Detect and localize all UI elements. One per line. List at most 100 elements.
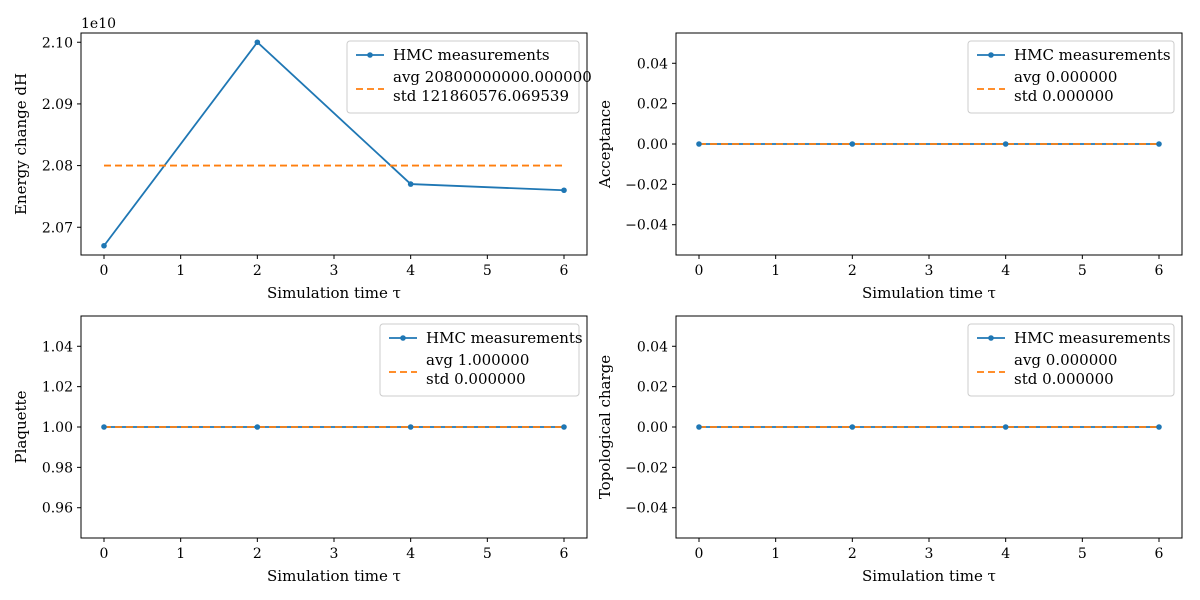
data-point — [407, 181, 414, 187]
x-tick-label: 2 — [253, 546, 262, 562]
data-point — [561, 424, 567, 430]
legend-marker — [400, 335, 406, 341]
x-tick-label: 4 — [1001, 546, 1010, 562]
data-point — [407, 424, 414, 430]
x-tick-label: 0 — [100, 263, 109, 279]
y-tick-label: 0.04 — [637, 339, 668, 355]
x-tick-label: 4 — [406, 263, 415, 279]
legend-label-hmc-measurements: HMC measurements — [1014, 46, 1171, 64]
x-tick-label: 5 — [1078, 263, 1087, 279]
x-tick-label: 3 — [925, 546, 934, 562]
x-tick-label: 2 — [848, 263, 857, 279]
x-tick-label: 1 — [771, 546, 780, 562]
legend-label-hmc-measurements: HMC measurements — [426, 329, 583, 347]
x-tick-label: 3 — [330, 546, 339, 562]
y-tick-label: 2.10 — [42, 35, 73, 51]
y-axis-label: Plaquette — [12, 390, 30, 463]
x-tick-label: 2 — [848, 546, 857, 562]
x-axis-label: Simulation time τ — [862, 284, 996, 302]
data-point — [849, 141, 856, 147]
x-tick-label: 3 — [330, 263, 339, 279]
legend-label-average: avg 1.000000 — [426, 351, 529, 369]
legend-label-hmc-measurements: HMC measurements — [1014, 329, 1171, 347]
data-point — [101, 424, 107, 430]
data-point — [696, 424, 702, 430]
legend-marker — [988, 52, 994, 58]
legend-label-std: std 0.000000 — [1014, 87, 1114, 105]
y-axis-label: Acceptance — [596, 100, 614, 189]
x-tick-label: 0 — [695, 546, 704, 562]
data-point — [1156, 424, 1162, 430]
y-tick-label: 0.98 — [42, 460, 73, 476]
legend-label-hmc-measurements: HMC measurements — [393, 46, 550, 64]
y-tick-label: 1.00 — [42, 420, 73, 436]
data-point — [1002, 141, 1009, 147]
x-tick-label: 0 — [695, 263, 704, 279]
legend-box — [967, 40, 1175, 114]
chart-panel-topological-charge: 0 1 2 3 4 5 6 −0.04 −0.02 0.00 0.02 0.04 Simulation … — [596, 315, 1183, 585]
x-tick-label: 4 — [406, 546, 415, 562]
x-tick-label: 1 — [176, 263, 185, 279]
y-tick-label: 2.08 — [42, 159, 73, 175]
series-line-hmc-measurements — [103, 40, 565, 247]
x-tick-label: 5 — [1078, 546, 1087, 562]
y-tick-label: 0.02 — [637, 380, 668, 396]
x-tick-label: 5 — [483, 263, 492, 279]
y-axis-label: Energy change dH — [12, 73, 30, 215]
legend-box — [346, 40, 580, 114]
data-point — [1002, 424, 1009, 430]
y-tick-label: 0.00 — [637, 420, 668, 436]
y-tick-label: 2.07 — [42, 220, 73, 236]
x-tick-label: 0 — [100, 546, 109, 562]
y-tick-label: −0.02 — [625, 177, 668, 193]
legend-box — [379, 323, 580, 397]
x-tick-label: 6 — [1155, 546, 1164, 562]
y-tick-label: −0.04 — [625, 218, 668, 234]
x-axis-label: Simulation time τ — [267, 567, 401, 585]
legend: HMC measurements avg 20800000000.000000st… — [346, 40, 592, 114]
y-offset-label: 1e10 — [81, 16, 116, 32]
legend-label-std: std 121860576.069539 — [393, 87, 569, 105]
legend-label-average: avg 20800000000.000000 — [393, 68, 592, 86]
x-tick-label: 1 — [771, 263, 780, 279]
chart-panel-plaquette: 0 1 2 3 4 5 6 0.96 0.98 1.00 1.02 1.04 Simulation ti… — [12, 315, 588, 585]
data-point — [561, 187, 567, 194]
x-tick-label: 3 — [925, 263, 934, 279]
legend-label-std: std 0.000000 — [1014, 370, 1114, 388]
legend-marker — [367, 52, 373, 58]
x-tick-label: 4 — [1001, 263, 1010, 279]
x-axis-label: Simulation time τ — [267, 284, 401, 302]
data-point — [849, 424, 856, 430]
data-point — [254, 424, 261, 430]
legend-label-std: std 0.000000 — [426, 370, 526, 388]
y-tick-label: 0.02 — [637, 97, 668, 113]
x-tick-label: 6 — [1155, 263, 1164, 279]
data-point — [1156, 141, 1162, 147]
y-tick-label: 0.04 — [637, 56, 668, 72]
x-axis-label: Simulation time τ — [862, 567, 996, 585]
legend-label-average: avg 0.000000 — [1014, 68, 1117, 86]
x-tick-label: 2 — [253, 263, 262, 279]
y-tick-label: 1.04 — [42, 339, 73, 355]
x-tick-label: 1 — [176, 546, 185, 562]
legend-box — [967, 323, 1175, 397]
data-point — [254, 39, 261, 46]
data-point — [101, 242, 107, 249]
y-tick-label: 2.09 — [42, 97, 73, 113]
x-tick-label: 5 — [483, 546, 492, 562]
x-tick-label: 6 — [560, 546, 569, 562]
legend-label-average: avg 0.000000 — [1014, 351, 1117, 369]
legend-marker — [988, 335, 994, 341]
data-point — [696, 141, 702, 147]
x-tick-label: 6 — [560, 263, 569, 279]
chart-panel-energy: 0 1 2 3 4 5 6 2.07 2.08 2.09 2.10 1e10 Simulation ti… — [12, 16, 592, 302]
y-tick-label: −0.04 — [625, 501, 668, 517]
chart-panel-acceptance: 0 1 2 3 4 5 6 −0.04 −0.02 0.00 0.02 0.04 Simulation … — [596, 32, 1183, 302]
y-tick-label: 0.00 — [637, 137, 668, 153]
y-axis-label: Topological charge — [596, 355, 614, 499]
y-tick-label: −0.02 — [625, 460, 668, 476]
